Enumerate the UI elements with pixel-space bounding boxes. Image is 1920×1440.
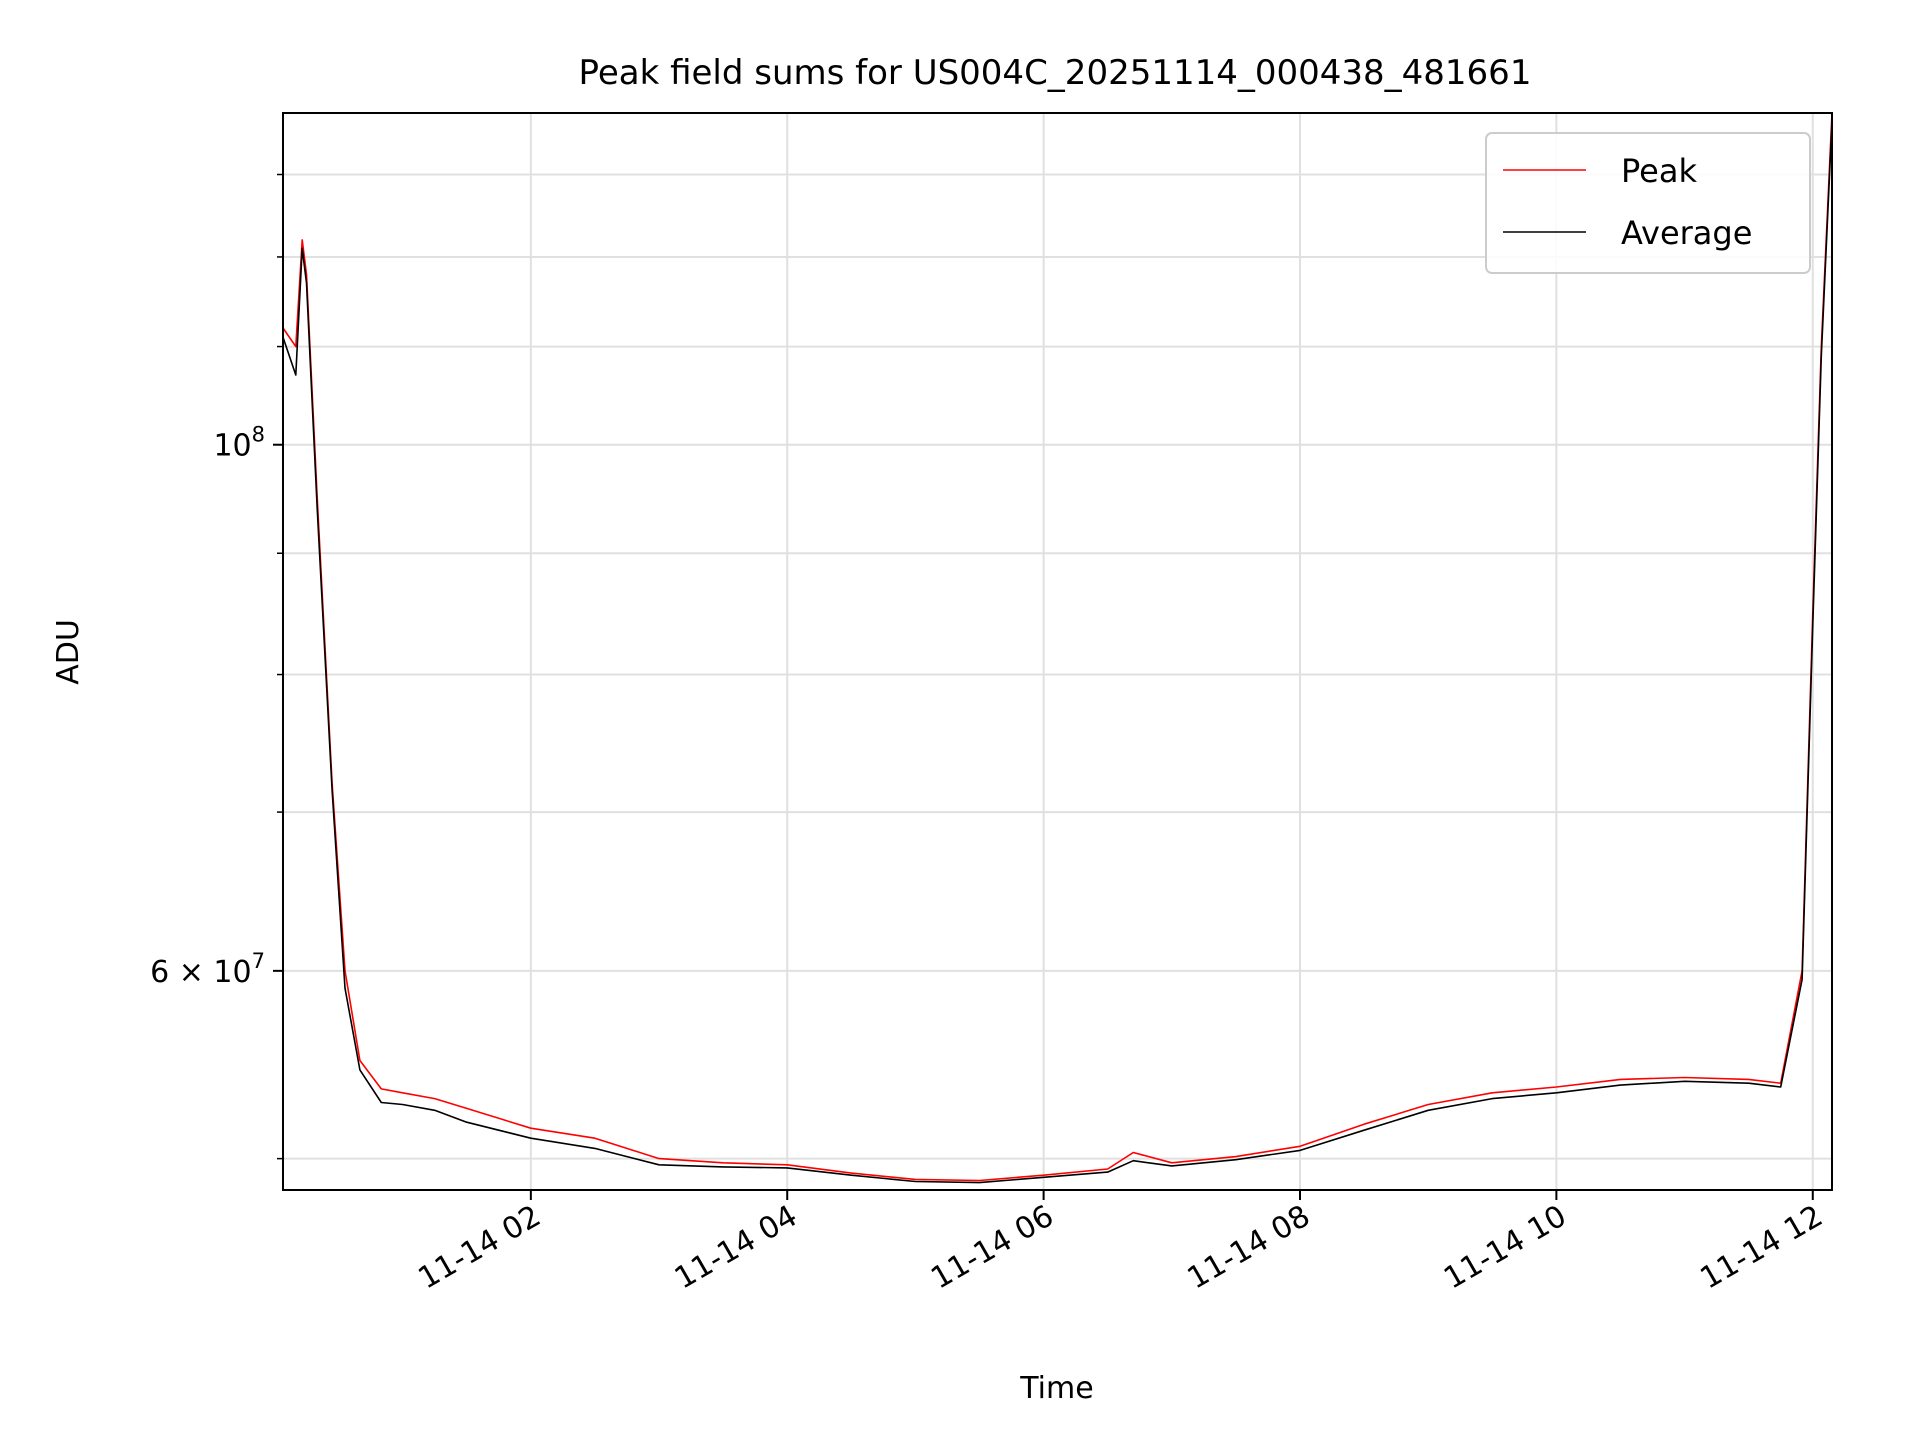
y-axis-label: ADU xyxy=(51,619,86,685)
y-tick-label: 6 × 107 xyxy=(150,949,265,990)
series-line-peak xyxy=(282,112,1833,1182)
chart-title: Peak field sums for US004C_20251114_0004… xyxy=(579,53,1532,93)
legend-average-label: Average xyxy=(1621,214,1752,252)
x-axis-label: Time xyxy=(1019,1371,1093,1406)
plot-frame xyxy=(282,112,1833,1191)
series-group xyxy=(282,112,1833,1184)
legend-box xyxy=(1485,132,1811,274)
y-tick-label: 108 xyxy=(213,423,265,464)
legend: Peak Average xyxy=(1485,132,1811,274)
grid xyxy=(283,113,1832,1190)
series-line-average xyxy=(282,120,1833,1184)
legend-peak-label: Peak xyxy=(1621,152,1697,190)
